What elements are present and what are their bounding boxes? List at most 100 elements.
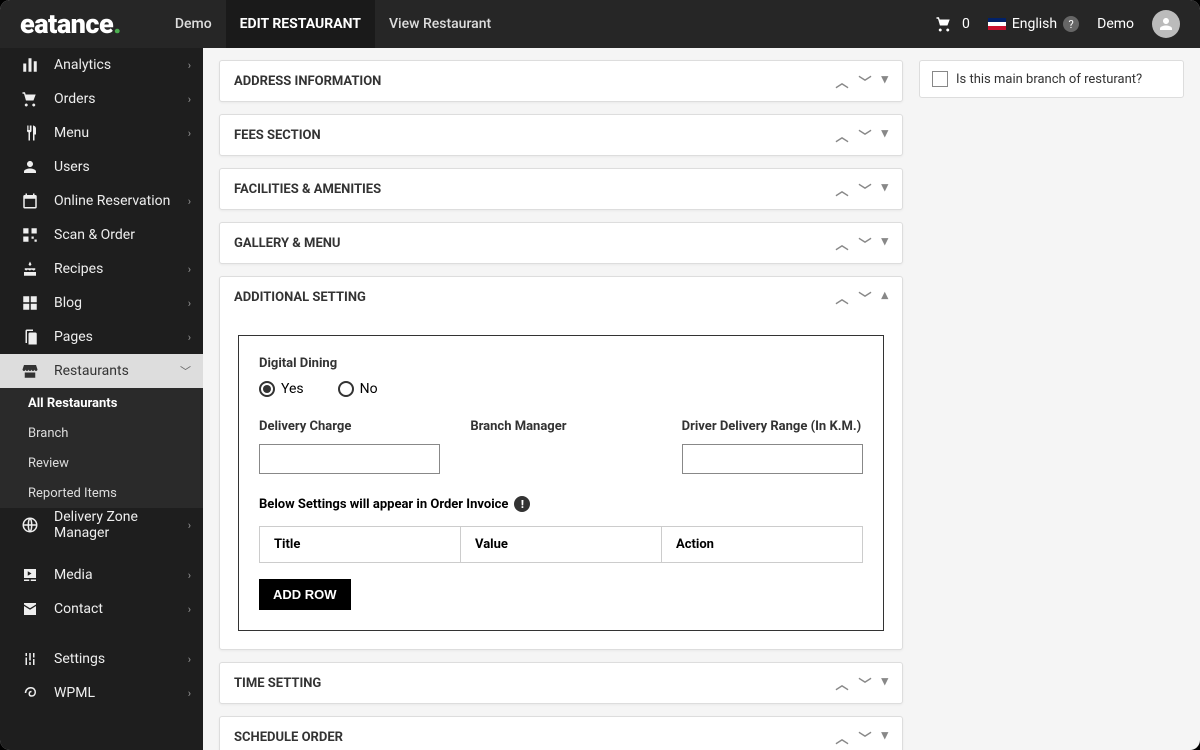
chevron-right-icon: › <box>188 519 191 532</box>
topnav-view-restaurant[interactable]: View Restaurant <box>375 0 505 48</box>
triangle-down-icon[interactable]: ▾ <box>881 126 888 145</box>
additional-inner-box: Digital Dining Yes No <box>238 335 884 631</box>
chevron-down-icon[interactable]: ﹀ <box>858 674 871 693</box>
chevron-right-icon: › <box>188 127 191 140</box>
triangle-down-icon[interactable]: ▾ <box>881 180 888 199</box>
panel-facilities: FACILITIES & AMENITIES ︿ ﹀ ▾ <box>219 168 903 210</box>
main-branch-check-row[interactable]: Is this main branch of resturant? <box>932 71 1171 87</box>
panel-gallery: GALLERY & MENU ︿ ﹀ ▾ <box>219 222 903 264</box>
chevron-down-icon[interactable]: ﹀ <box>858 72 871 91</box>
chevron-down-icon[interactable]: ﹀ <box>858 728 871 747</box>
chevron-up-icon[interactable]: ︿ <box>835 234 848 253</box>
chevron-down-icon[interactable]: ﹀ <box>858 126 871 145</box>
topbar-right: 0 English ? Demo <box>934 10 1200 38</box>
triangle-down-icon[interactable]: ▾ <box>881 674 888 693</box>
panel-facilities-header[interactable]: FACILITIES & AMENITIES ︿ ﹀ ▾ <box>220 169 902 209</box>
chevron-up-icon[interactable]: ︿ <box>835 72 848 91</box>
sidebar-item-restaurants[interactable]: Restaurants﹀ <box>0 354 203 388</box>
chevron-up-icon[interactable]: ︿ <box>835 180 848 199</box>
sidebar-item-label: Users <box>54 159 191 175</box>
delivery-charge-input[interactable] <box>259 444 440 474</box>
sidebar-subitem-all-restaurants[interactable]: All Restaurants <box>0 388 203 418</box>
sidebar-item-label: Settings <box>54 651 188 667</box>
panel-controls: ︿ ﹀ ▾ <box>835 180 888 199</box>
panel-additional-header[interactable]: ADDITIONAL SETTING ︿ ﹀ ▴ <box>220 277 902 317</box>
sidebar-item-label: WPML <box>54 685 188 701</box>
panel-controls: ︿ ﹀ ▾ <box>835 234 888 253</box>
chart-icon <box>20 55 40 75</box>
top-navigation: Demo EDIT RESTAURANT View Restaurant <box>161 0 505 48</box>
radio-yes[interactable]: Yes <box>259 381 304 397</box>
media-icon <box>20 565 40 585</box>
sidebar-subitem-review[interactable]: Review <box>0 448 203 478</box>
invoice-note-text: Below Settings will appear in Order Invo… <box>259 497 508 512</box>
sidebar-item-contact[interactable]: Contact› <box>0 592 203 626</box>
sidebar-subitem-reported-items[interactable]: Reported Items <box>0 478 203 508</box>
sidebar-item-online-reservation[interactable]: Online Reservation› <box>0 184 203 218</box>
chevron-up-icon[interactable]: ︿ <box>835 126 848 145</box>
chevron-down-icon[interactable]: ﹀ <box>858 180 871 199</box>
panel-time-header[interactable]: TIME SETTING ︿ ﹀ ▾ <box>220 663 902 703</box>
chevron-up-icon[interactable]: ︿ <box>835 674 848 693</box>
panel-controls: ︿ ﹀ ▾ <box>835 72 888 91</box>
sidebar-item-recipes[interactable]: Recipes› <box>0 252 203 286</box>
sidebar-item-wpml[interactable]: WPML› <box>0 676 203 710</box>
add-row-button[interactable]: ADD ROW <box>259 579 351 610</box>
sidebar-item-scan-order[interactable]: Scan & Order <box>0 218 203 252</box>
sidebar-subitem-branch[interactable]: Branch <box>0 418 203 448</box>
info-icon[interactable]: ! <box>514 496 530 512</box>
sidebar-item-blog[interactable]: Blog› <box>0 286 203 320</box>
brand-logo[interactable]: eatance. <box>20 8 121 40</box>
chevron-down-icon[interactable]: ﹀ <box>858 288 871 307</box>
panel-gallery-header[interactable]: GALLERY & MENU ︿ ﹀ ▾ <box>220 223 902 263</box>
help-icon[interactable]: ? <box>1063 16 1079 32</box>
topbar: eatance. Demo EDIT RESTAURANT View Resta… <box>0 0 1200 48</box>
sidebar-item-pages[interactable]: Pages› <box>0 320 203 354</box>
panel-address-title: ADDRESS INFORMATION <box>234 74 835 89</box>
cart-button[interactable]: 0 <box>934 15 970 33</box>
sidebar-item-orders[interactable]: Orders› <box>0 82 203 116</box>
chevron-up-icon[interactable]: ︿ <box>835 728 848 747</box>
sidebar-item-delivery-zone-manager[interactable]: Delivery Zone Manager› <box>0 508 203 542</box>
triangle-down-icon[interactable]: ▾ <box>881 234 888 253</box>
driver-range-input[interactable] <box>682 444 863 474</box>
sidebar-item-media[interactable]: Media› <box>0 558 203 592</box>
sidebar-item-settings[interactable]: Settings› <box>0 642 203 676</box>
wpml-icon <box>20 683 40 703</box>
main-branch-label: Is this main branch of resturant? <box>956 72 1142 87</box>
radio-yes-circle <box>259 381 275 397</box>
panel-fees-header[interactable]: FEES SECTION ︿ ﹀ ▾ <box>220 115 902 155</box>
topnav-demo[interactable]: Demo <box>161 0 226 48</box>
radio-no-circle <box>338 381 354 397</box>
avatar[interactable] <box>1152 10 1180 38</box>
main-branch-checkbox[interactable] <box>932 71 948 87</box>
chevron-up-icon[interactable]: ︿ <box>835 288 848 307</box>
chevron-down-icon[interactable]: ﹀ <box>858 234 871 253</box>
utensils-icon <box>20 123 40 143</box>
sidebar-item-menu[interactable]: Menu› <box>0 116 203 150</box>
sidebar-item-users[interactable]: Users <box>0 150 203 184</box>
panel-schedule-header[interactable]: SCHEDULE ORDER ︿ ﹀ ▾ <box>220 717 902 750</box>
invoice-col-value: Value <box>461 527 662 562</box>
triangle-down-icon[interactable]: ▾ <box>881 728 888 747</box>
triangle-down-icon[interactable]: ▾ <box>881 72 888 91</box>
triangle-up-icon[interactable]: ▴ <box>881 288 888 307</box>
panel-fees-title: FEES SECTION <box>234 128 835 143</box>
panel-address-header[interactable]: ADDRESS INFORMATION ︿ ﹀ ▾ <box>220 61 902 101</box>
qr-icon <box>20 225 40 245</box>
field-row: Delivery Charge Branch Manager Driver De… <box>259 419 863 474</box>
sidebar-item-label: Blog <box>54 295 188 311</box>
invoice-col-title: Title <box>260 527 461 562</box>
chevron-right-icon: ﹀ <box>180 363 191 379</box>
radio-yes-label: Yes <box>281 381 304 397</box>
sidebar-item-label: Scan & Order <box>54 227 191 243</box>
sidebar-item-analytics[interactable]: Analytics› <box>0 48 203 82</box>
radio-no-label: No <box>360 381 378 397</box>
flag-icon <box>988 18 1006 30</box>
language-selector[interactable]: English ? <box>988 16 1079 32</box>
radio-no[interactable]: No <box>338 381 378 397</box>
delivery-charge-label: Delivery Charge <box>259 419 440 434</box>
topnav-edit-restaurant[interactable]: EDIT RESTAURANT <box>226 0 375 48</box>
user-label[interactable]: Demo <box>1097 16 1134 32</box>
panel-time-title: TIME SETTING <box>234 676 835 691</box>
